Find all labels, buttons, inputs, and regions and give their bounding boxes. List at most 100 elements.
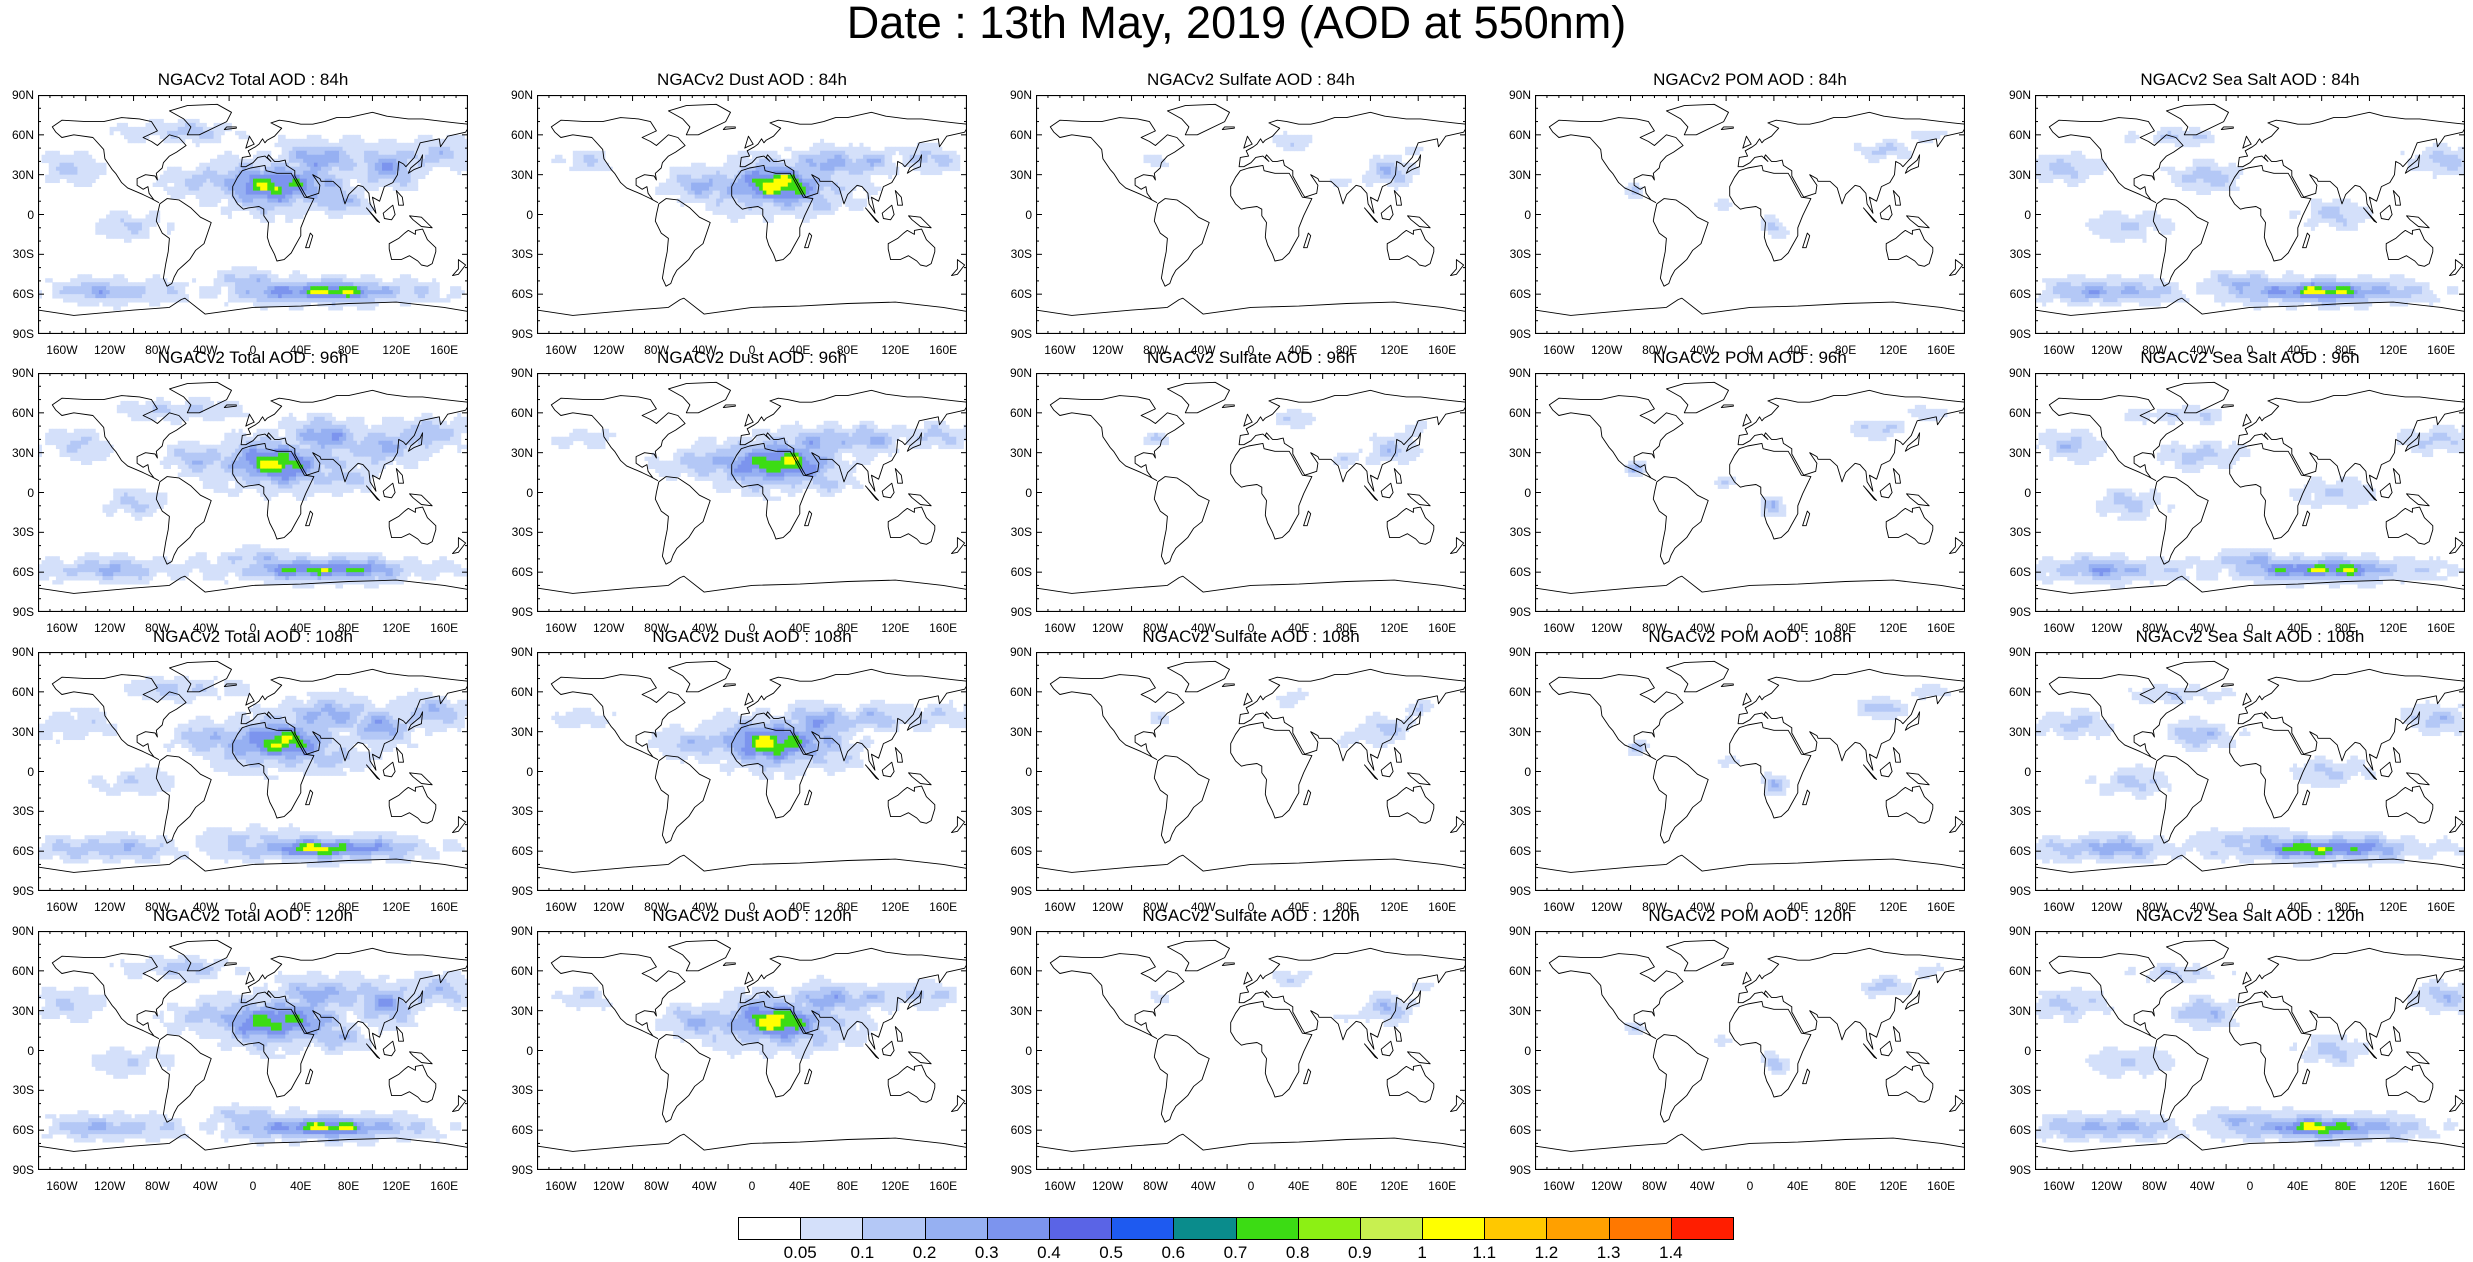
lat-tick-label: 60S: [2001, 1124, 2031, 1136]
lat-tick-label: 30S: [503, 248, 533, 260]
lat-tick-label: 60N: [2001, 407, 2031, 419]
aod-field: [1625, 963, 1944, 1075]
map-plot: [1036, 373, 1466, 612]
panel-title: NGACv2 Sea Salt AOD : 96h: [2035, 349, 2465, 369]
lat-tick-label: 30S: [503, 1084, 533, 1096]
lat-tick-label: 60N: [2001, 686, 2031, 698]
colorbar-label: 0.6: [1148, 1244, 1198, 1261]
lon-tick-label: 0: [1728, 1180, 1772, 1192]
lat-tick-label: 90N: [2001, 646, 2031, 658]
lat-tick-label: 90N: [1501, 367, 1531, 379]
panel-title: NGACv2 Sulfate AOD : 108h: [1036, 628, 1466, 648]
lon-tick-label: 120E: [2371, 1180, 2415, 1192]
map-plot: [1535, 373, 1965, 612]
map-plot: [1535, 652, 1965, 891]
lat-tick-label: 60S: [1501, 566, 1531, 578]
aod-field: [1625, 405, 1948, 517]
map-plot: [537, 95, 967, 334]
lat-tick-label: 60S: [2001, 845, 2031, 857]
lat-tick-label: 0: [4, 487, 34, 499]
lat-tick-label: 60S: [4, 1124, 34, 1136]
coastlines: [1036, 940, 1466, 1170]
lat-tick-label: 90N: [4, 89, 34, 101]
lat-tick-label: 60S: [2001, 288, 2031, 300]
lat-tick-label: 0: [2001, 209, 2031, 221]
map-canvas: [1535, 652, 1965, 891]
lat-tick-label: 90N: [2001, 925, 2031, 937]
aod-field: [551, 421, 967, 501]
map-plot: [38, 95, 468, 334]
lat-tick-label: 60N: [4, 965, 34, 977]
aod-field: [551, 139, 960, 223]
map-canvas: [2035, 931, 2465, 1170]
map-canvas: [38, 652, 468, 891]
colorbar-swatch: [862, 1217, 925, 1240]
map-plot: [1036, 95, 1466, 334]
lon-tick-label: 120W: [2085, 1180, 2129, 1192]
lat-tick-label: 30S: [1501, 1084, 1531, 1096]
lat-tick-label: 30N: [4, 726, 34, 738]
lat-tick-label: 60N: [503, 965, 533, 977]
lat-tick-label: 60S: [4, 288, 34, 300]
colorbar-label: 0.7: [1211, 1244, 1261, 1261]
lat-tick-label: 30S: [1002, 805, 1032, 817]
lon-tick-label: 0: [1229, 1180, 1273, 1192]
lat-tick-label: 30S: [503, 526, 533, 538]
map-canvas: [1036, 373, 1466, 612]
lon-tick-label: 160W: [2037, 1180, 2081, 1192]
panel-title: NGACv2 Total AOD : 108h: [38, 628, 468, 648]
map-canvas: [2035, 95, 2465, 334]
lat-tick-label: 90S: [2001, 1164, 2031, 1176]
lat-tick-label: 90S: [1002, 328, 1032, 340]
lat-tick-label: 0: [503, 209, 533, 221]
lat-tick-label: 90S: [503, 328, 533, 340]
lat-tick-label: 30N: [1002, 1005, 1032, 1017]
lon-tick-label: 120E: [374, 1180, 418, 1192]
colorbar-swatch: [1360, 1217, 1423, 1240]
coastlines: [537, 661, 967, 891]
lat-tick-label: 30S: [1501, 248, 1531, 260]
lon-tick-label: 40W: [682, 1180, 726, 1192]
lon-tick-label: 80W: [1133, 1180, 1177, 1192]
aod-field: [551, 975, 956, 1059]
panel-title: NGACv2 POM AOD : 120h: [1535, 907, 1965, 927]
map-plot: [1036, 931, 1466, 1170]
map-plot: [2035, 652, 2465, 891]
lat-tick-label: 90S: [1501, 606, 1531, 618]
lon-tick-label: 80E: [1325, 1180, 1369, 1192]
panel-title: NGACv2 Sea Salt AOD : 120h: [2035, 907, 2465, 927]
lat-tick-label: 30N: [1501, 447, 1531, 459]
lat-tick-label: 90N: [1501, 646, 1531, 658]
lat-tick-label: 60N: [4, 686, 34, 698]
colorbar-swatch: [1671, 1217, 1734, 1240]
aod-field: [2035, 127, 2465, 311]
lat-tick-label: 0: [4, 209, 34, 221]
lat-tick-label: 0: [1501, 1045, 1531, 1057]
colorbar-swatch: [800, 1217, 863, 1240]
lat-tick-label: 30S: [503, 805, 533, 817]
aod-field: [2035, 963, 2465, 1147]
lon-tick-label: 80E: [826, 1180, 870, 1192]
lat-tick-label: 0: [2001, 487, 2031, 499]
lat-tick-label: 30S: [1002, 526, 1032, 538]
lat-tick-label: 30S: [4, 248, 34, 260]
map-canvas: [537, 373, 967, 612]
lon-tick-label: 0: [2228, 1180, 2272, 1192]
map-canvas: [537, 931, 967, 1170]
map-plot: [537, 373, 967, 612]
lat-tick-label: 30N: [1501, 1005, 1531, 1017]
map-plot: [2035, 95, 2465, 334]
lat-tick-label: 60N: [1002, 407, 1032, 419]
lat-tick-label: 90N: [2001, 89, 2031, 101]
lat-tick-label: 60S: [1002, 288, 1032, 300]
lon-tick-label: 80W: [634, 1180, 678, 1192]
panel-title: NGACv2 POM AOD : 84h: [1535, 71, 1965, 91]
